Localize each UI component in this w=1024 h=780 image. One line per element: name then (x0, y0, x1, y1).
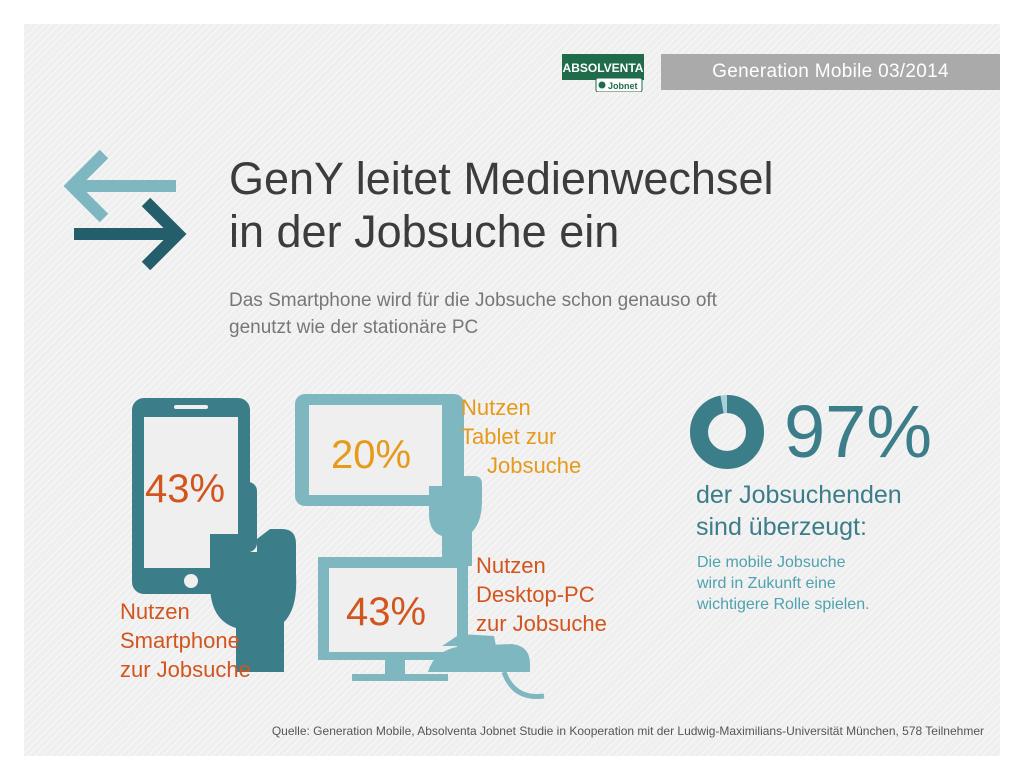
smartphone-label-line-3: zur Jobsuche (120, 657, 251, 682)
tablet-hand-icon (429, 444, 482, 566)
desktop-label-line-3: zur Jobsuche (476, 611, 607, 636)
device-icons (132, 394, 764, 699)
subtitle-line-1: Das Smartphone wird für die Jobsuche sch… (229, 290, 717, 311)
absolventa-logo: ABSOLVENTA Jobnet (562, 54, 644, 92)
stat-detail-line-1: Die mobile Jobsuche (697, 554, 846, 571)
smartphone-label-line-1: Nutzen (120, 599, 190, 624)
infographic-card: ABSOLVENTA Jobnet Generation Mobile 03/2… (24, 24, 1000, 756)
logo-subtext: Jobnet (608, 81, 638, 91)
stat-percent: 97% (784, 390, 933, 473)
subtitle-line-2: genutzt wie der stationäre PC (229, 317, 479, 338)
tablet-label: Nutzen Tablet zur Jobsuche (461, 393, 621, 480)
logo-leaf-icon (598, 81, 606, 89)
hand-icon (210, 482, 297, 672)
desktop-percent: 43% (346, 590, 427, 634)
page-title: GenY leitet Medienwechsel in der Jobsuch… (229, 152, 969, 258)
smartphone-label-line-2: Smartphone (120, 628, 240, 653)
desktop-monitor-icon (318, 557, 468, 681)
desktop-label-line-2: Desktop-PC (476, 582, 595, 607)
tablet-label-line-1: Nutzen (461, 395, 531, 420)
tablet-label-line-2: Tablet zur (461, 424, 557, 449)
tablet-label-line-3: Jobsuche (487, 453, 582, 478)
switch-arrows-icon (64, 150, 187, 270)
stat-detail-line-2: wird in Zukunft eine (697, 575, 836, 592)
smartphone-label: Nutzen Smartphone zur Jobsuche (120, 597, 320, 684)
desktop-label: Nutzen Desktop-PC zur Jobsuche (476, 551, 666, 638)
stat-detail-line-3: wichtigere Rolle spielen. (697, 596, 870, 613)
stat-headline-line-2: sind überzeugt: (696, 513, 867, 541)
desktop-label-line-1: Nutzen (476, 553, 546, 578)
stat-detail: Die mobile Jobsuche wird in Zukunft eine… (697, 552, 997, 615)
page-subtitle: Das Smartphone wird für die Jobsuche sch… (229, 287, 929, 341)
donut-chart (690, 395, 764, 469)
donut-value-arc (690, 395, 764, 469)
smartphone-percent: 43% (145, 467, 226, 511)
logo-text: ABSOLVENTA (563, 61, 644, 75)
series-label: Generation Mobile 03/2014 (661, 54, 1000, 90)
source-note: Quelle: Generation Mobile, Absolventa Jo… (271, 724, 984, 738)
tablet-percent: 20% (331, 433, 412, 477)
mouse-hand-icon (428, 634, 545, 699)
stat-headline-line-1: der Jobsuchenden (696, 481, 902, 509)
title-line-2: in der Jobsuche ein (229, 206, 620, 257)
title-line-1: GenY leitet Medienwechsel (229, 153, 774, 204)
stat-headline: der Jobsuchenden sind überzeugt: (696, 479, 996, 543)
tablet-icon (295, 394, 464, 506)
